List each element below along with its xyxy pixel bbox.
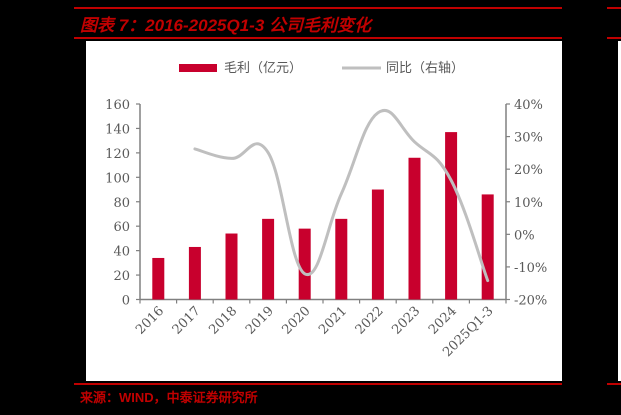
bar-2018 — [225, 233, 238, 300]
left-axis-tick-label: 40 — [113, 245, 130, 260]
source-note: 来源：WIND，中泰证券研究所 — [80, 390, 258, 405]
left-axis-tick-label: 120 — [105, 147, 130, 162]
x-axis-label: 2019 — [243, 304, 277, 338]
left-axis-tick-label: 60 — [113, 220, 130, 235]
legend-label-gross-profit: 毛利（亿元） — [224, 61, 302, 76]
bar-2023 — [408, 157, 421, 300]
right-axis-tick-label: 20% — [514, 163, 543, 178]
title-bottom-rule — [74, 37, 562, 39]
left-axis-tick-label: 140 — [105, 122, 130, 137]
chart: 毛利（亿元） 同比（右轴） 0 20 40 60 80 100 120 140 160 -20% -10… — [105, 61, 547, 360]
x-axis-label: 2016 — [133, 304, 167, 338]
bar-2019 — [262, 218, 275, 300]
title-top-rule — [74, 7, 562, 9]
bar-2020 — [298, 228, 311, 300]
right-axis-tick-label: 40% — [514, 98, 543, 113]
figure-title: 图表 7：2016-2025Q1-3 公司毛利变化 — [80, 16, 371, 35]
x-axis-label: 2020 — [280, 304, 314, 338]
bar-2025Q1-3 — [481, 194, 494, 300]
right-axis-tick-label: 0% — [514, 228, 535, 243]
bar-2017 — [188, 246, 201, 300]
x-axis-label: 2022 — [353, 304, 387, 338]
bar-2016 — [152, 257, 165, 300]
bar-2024 — [445, 132, 458, 300]
x-axis-label: 2024 — [426, 304, 460, 338]
left-axis-tick-label: 0 — [122, 294, 130, 309]
x-axis-label: 2017 — [170, 304, 204, 338]
right-axis-tick-label: -10% — [514, 261, 547, 276]
x-axis-label: 2023 — [389, 304, 423, 338]
left-axis-tick-label: 100 — [105, 171, 130, 186]
next-panel — [618, 41, 621, 381]
next-panel-title-rule — [607, 37, 621, 39]
bar-2021 — [335, 218, 348, 300]
source-top-rule — [74, 383, 562, 385]
bar-2022 — [371, 189, 384, 300]
next-panel-source-rule — [607, 383, 621, 385]
chart-panel: 毛利（亿元） 同比（右轴） 0 20 40 60 80 100 120 140 160 -20% -10… — [86, 41, 562, 381]
left-axis-tick-label: 80 — [113, 196, 130, 211]
right-axis-tick-label: -20% — [514, 294, 547, 309]
x-axis-label: 2018 — [206, 304, 240, 338]
right-axis-tick-label: 10% — [514, 196, 543, 211]
left-axis-tick-label: 20 — [113, 269, 130, 284]
next-panel-top-rule — [607, 7, 621, 9]
legend-label-yoy: 同比（右轴） — [386, 61, 464, 76]
left-axis-tick-label: 160 — [105, 98, 130, 113]
x-axis-label: 2021 — [316, 304, 350, 338]
right-axis-tick-label: 30% — [514, 131, 543, 146]
legend-bar-swatch — [179, 64, 217, 72]
yoy-line — [193, 109, 490, 283]
